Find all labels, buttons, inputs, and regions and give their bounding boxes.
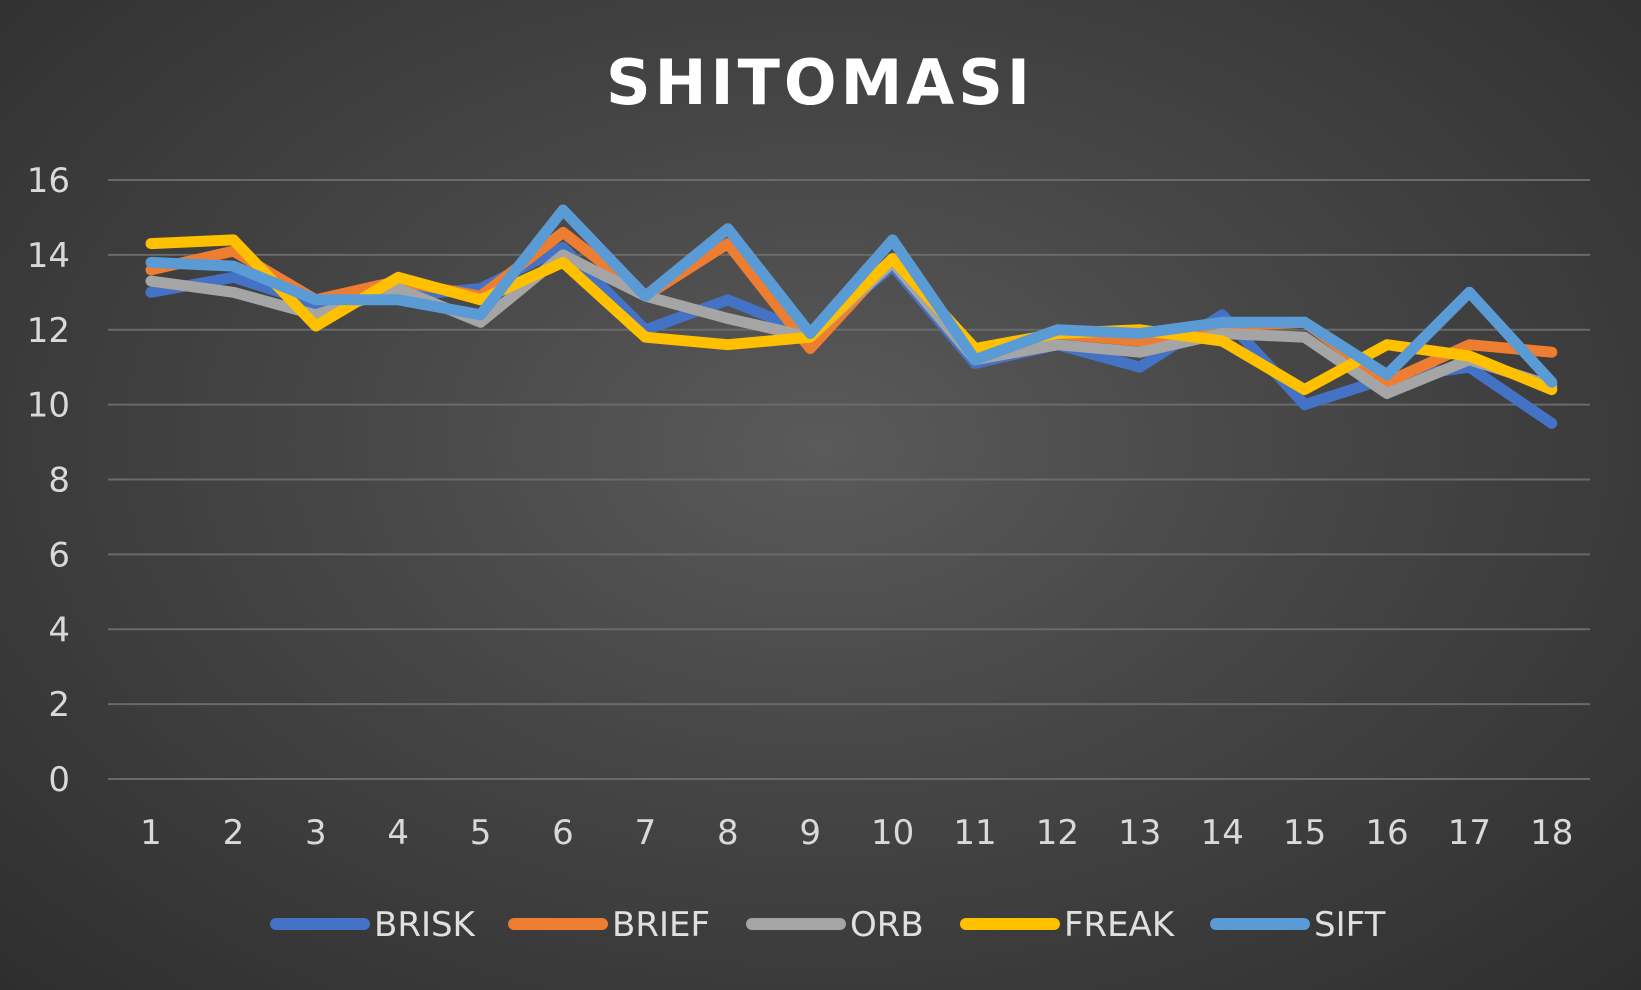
x-axis-ticks: 1 2 3 4 5 6 7 8 9 10 11 12 13 14 15 16 17 18 (140, 813, 1573, 853)
series-line-freak (145, 234, 1558, 396)
legend: BRISK BRIEF ORB FREAK SIFT (270, 905, 1386, 945)
x-tick-label: 3 (305, 813, 327, 853)
x-tick-label: 12 (1036, 813, 1079, 853)
y-tick-label: 6 (48, 535, 70, 575)
legend-label-brief: BRIEF (612, 905, 710, 945)
y-axis-ticks: 0 2 4 6 8 10 12 14 16 (27, 161, 70, 800)
y-tick-label: 14 (27, 236, 70, 276)
x-tick-label: 18 (1530, 813, 1573, 853)
x-tick-label: 6 (552, 813, 574, 853)
legend-label-orb: ORB (850, 905, 924, 945)
x-tick-label: 11 (953, 813, 996, 853)
chart-title: SHITOMASI (606, 46, 1034, 119)
x-tick-label: 16 (1365, 813, 1408, 853)
legend-label-freak: FREAK (1064, 905, 1176, 945)
series-lines (145, 204, 1558, 429)
x-tick-label: 15 (1283, 813, 1326, 853)
y-tick-label: 10 (27, 386, 70, 426)
y-tick-label: 4 (48, 610, 70, 650)
y-tick-label: 16 (27, 161, 70, 201)
x-tick-label: 10 (871, 813, 914, 853)
x-tick-label: 7 (635, 813, 657, 853)
legend-label-sift: SIFT (1314, 905, 1386, 945)
x-tick-label: 8 (717, 813, 739, 853)
y-tick-label: 12 (27, 311, 70, 351)
x-tick-label: 9 (799, 813, 821, 853)
x-tick-label: 1 (140, 813, 162, 853)
legend-label-brisk: BRISK (374, 905, 477, 945)
y-tick-label: 8 (48, 461, 70, 501)
x-tick-label: 14 (1201, 813, 1244, 853)
series-line-sift (145, 204, 1558, 388)
x-tick-label: 2 (223, 813, 245, 853)
gridlines (108, 179, 1590, 780)
series-line-brisk (145, 241, 1558, 429)
x-tick-label: 13 (1118, 813, 1161, 853)
y-tick-label: 0 (48, 760, 70, 800)
y-tick-label: 2 (48, 685, 70, 725)
x-tick-label: 17 (1448, 813, 1491, 853)
x-tick-label: 5 (470, 813, 492, 853)
x-tick-label: 4 (387, 813, 409, 853)
